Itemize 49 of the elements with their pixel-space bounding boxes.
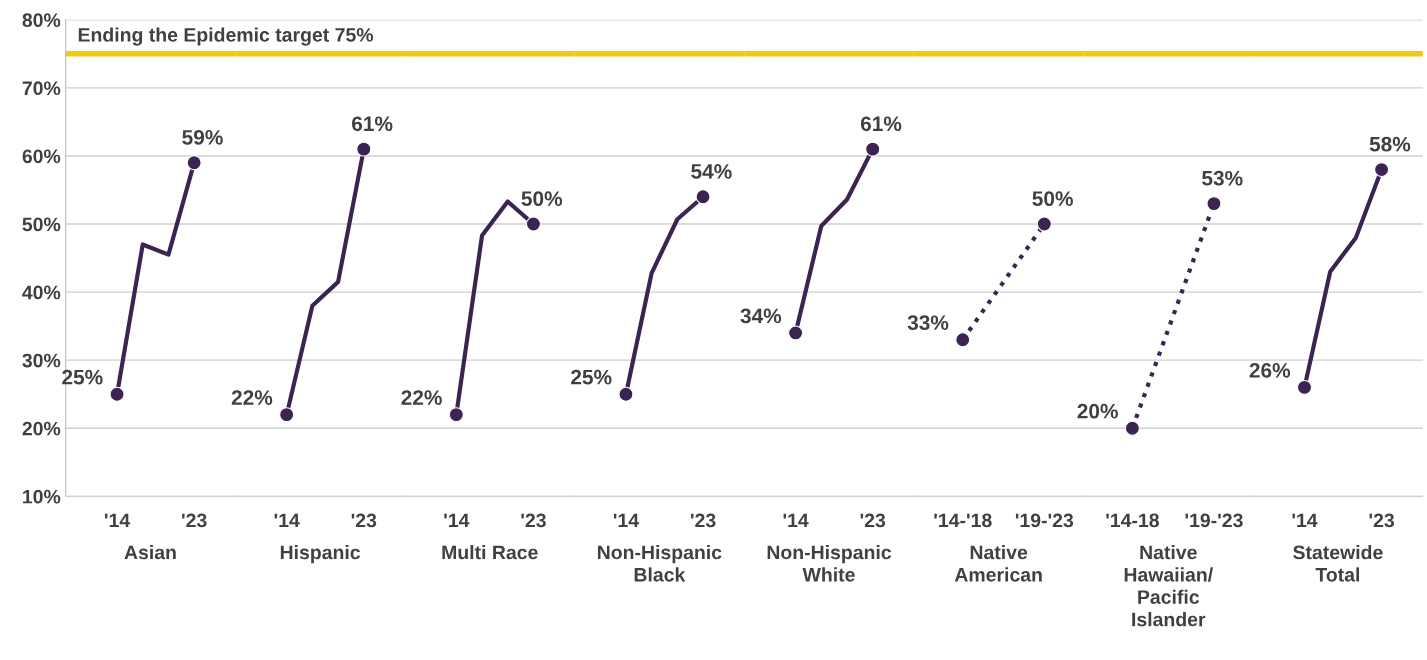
data-label: 59% bbox=[182, 130, 223, 145]
data-label: 26% bbox=[1249, 362, 1291, 378]
data-label: 50% bbox=[1032, 191, 1073, 207]
data-label: 34% bbox=[740, 308, 782, 324]
data-label: 50% bbox=[521, 191, 563, 207]
data-label: 54% bbox=[691, 164, 732, 179]
x-tick-label: '14-18 bbox=[1106, 513, 1159, 528]
x-axis-title: Statewide Total bbox=[1293, 545, 1383, 582]
x-axis-title: Non-Hispanic White bbox=[767, 545, 892, 582]
x-tick-label: '23 bbox=[860, 513, 886, 528]
y-tick-label: 60% bbox=[22, 149, 61, 164]
x-tick-label: '14 bbox=[1292, 513, 1318, 528]
x-tick-label: '23 bbox=[521, 513, 546, 528]
x-tick-label: '14 bbox=[274, 513, 300, 528]
y-tick-label: 20% bbox=[22, 421, 61, 436]
y-tick-label: 40% bbox=[22, 285, 61, 300]
data-label: 25% bbox=[571, 369, 612, 385]
x-tick-label: '23 bbox=[182, 513, 207, 528]
data-label: 58% bbox=[1369, 136, 1411, 152]
x-tick-label: '23 bbox=[351, 513, 377, 528]
x-axis-title: Native American bbox=[954, 545, 1042, 582]
x-tick-label: '14 bbox=[444, 513, 470, 528]
y-tick-label: 30% bbox=[22, 353, 61, 368]
data-label: 20% bbox=[1077, 403, 1118, 419]
data-label: 33% bbox=[907, 315, 949, 331]
data-label: 25% bbox=[62, 369, 103, 385]
x-axis-title: Hispanic bbox=[280, 545, 361, 564]
x-axis-title: Asian bbox=[124, 545, 176, 560]
x-tick-label: '23 bbox=[690, 513, 716, 528]
y-tick-label: 70% bbox=[22, 81, 61, 96]
x-axis-title: Multi Race bbox=[442, 545, 538, 560]
data-label: 53% bbox=[1202, 170, 1243, 186]
data-label: 22% bbox=[231, 390, 273, 405]
x-tick-label: '14 bbox=[613, 513, 639, 528]
y-tick-label: 50% bbox=[22, 217, 61, 232]
ref-line-label: Ending the Epidemic target 75% bbox=[78, 27, 374, 46]
x-tick-label: '23 bbox=[1369, 513, 1395, 528]
x-tick-label: '19-'23 bbox=[1015, 513, 1074, 528]
x-axis-title: Non-Hispanic Black bbox=[598, 545, 722, 582]
x-axis-title: Native Hawaiian/ Pacific Islander bbox=[1124, 545, 1213, 627]
data-label: 22% bbox=[401, 390, 442, 405]
x-tick-label: '14-'18 bbox=[934, 513, 992, 528]
y-tick-label: 80% bbox=[22, 13, 61, 28]
x-tick-label: '14 bbox=[104, 513, 131, 528]
data-label: 61% bbox=[860, 116, 902, 132]
data-label: 61% bbox=[352, 116, 393, 132]
x-tick-label: '19-'23 bbox=[1185, 513, 1243, 528]
y-tick-label: 10% bbox=[23, 489, 61, 504]
x-tick-label: '14 bbox=[783, 513, 809, 528]
